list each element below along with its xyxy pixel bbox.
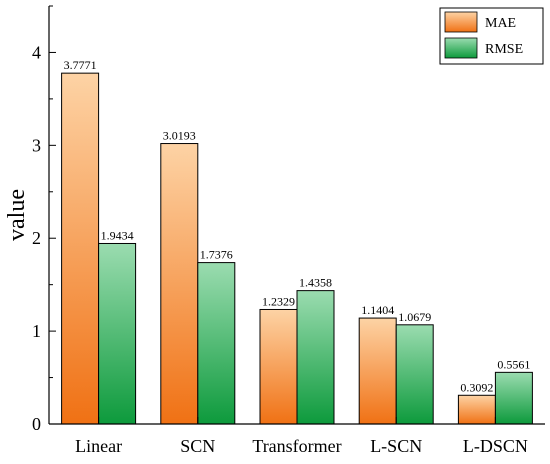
data-label-mae-l-scn: 1.1404 <box>361 303 394 317</box>
bar-rmse-scn <box>197 262 236 425</box>
legend-label-rmse: RMSE <box>485 42 523 57</box>
y-tick-label: 0 <box>32 414 41 434</box>
data-label-mae-l-dscn: 0.3092 <box>460 380 493 394</box>
data-label-rmse-transformer: 1.4358 <box>299 276 332 290</box>
bar-rmse-l-scn <box>395 324 434 425</box>
x-tick-label-l-scn: L-SCN <box>370 436 422 456</box>
axes-group: 0 1 2 3 4 Linear SCN Transformer L-SCN L-DSCN valu… <box>4 5 545 456</box>
x-tick-label-scn: SCN <box>180 436 215 456</box>
bar-mae-scn <box>160 143 199 425</box>
legend-swatch-mae <box>444 11 478 33</box>
y-tick-label: 2 <box>32 228 41 248</box>
x-tick-label-l-dscn: L-DSCN <box>463 436 528 456</box>
legend-label-mae: MAE <box>485 16 516 31</box>
y-axis-label: value <box>4 189 30 241</box>
y-tick-label: 3 <box>32 135 41 155</box>
data-label-rmse-l-dscn: 0.5561 <box>497 357 530 371</box>
bar-mae-l-scn <box>358 317 397 425</box>
data-label-rmse-linear: 1.9434 <box>101 228 134 242</box>
y-tick-label: 4 <box>32 42 41 62</box>
bar-rmse-l-dscn <box>494 371 533 425</box>
bar-mae-linear <box>61 72 100 425</box>
data-labels-group: 3.7771 1.9434 3.0193 1.7376 1.2329 1.4358 1.14… <box>64 58 531 394</box>
bar-rmse-transformer <box>296 290 335 425</box>
x-tick-label-linear: Linear <box>75 436 122 456</box>
data-label-rmse-l-scn: 1.0679 <box>398 310 431 324</box>
data-label-mae-linear: 3.7771 <box>64 58 97 72</box>
legend: MAE RMSE <box>439 7 544 65</box>
legend-swatch-rmse <box>444 37 478 59</box>
bar-mae-transformer <box>259 308 298 425</box>
x-tick-label-transformer: Transformer <box>252 436 341 456</box>
bars-group <box>61 72 533 425</box>
data-label-mae-scn: 3.0193 <box>163 129 196 143</box>
bar-mae-l-dscn <box>457 394 496 425</box>
data-label-rmse-scn: 1.7376 <box>200 248 233 262</box>
y-tick-label: 1 <box>32 321 41 341</box>
data-label-mae-transformer: 1.2329 <box>262 294 295 308</box>
bar-rmse-linear <box>98 242 137 425</box>
